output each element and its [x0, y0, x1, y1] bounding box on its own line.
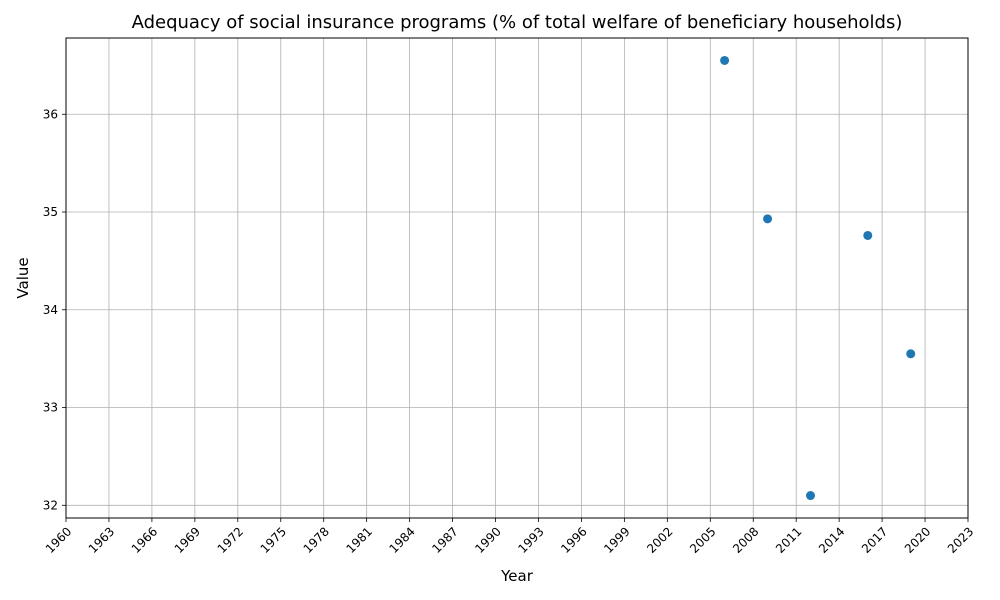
x-tick-label: 1987	[429, 524, 460, 555]
x-tick-label: 1993	[515, 524, 546, 555]
y-tick-label: 36	[43, 107, 58, 121]
x-tick-label: 1960	[43, 524, 74, 555]
x-tick-label: 1996	[558, 524, 589, 555]
x-tick-label: 1972	[215, 524, 246, 555]
x-tick-label: 1978	[301, 524, 332, 555]
x-tick-label: 1999	[601, 524, 632, 555]
grid	[65, 38, 969, 518]
data-point	[906, 349, 916, 359]
y-axis-label: Value	[14, 257, 32, 298]
x-tick-label: 2011	[773, 524, 804, 555]
x-tick-label: 1966	[129, 524, 160, 555]
x-axis: 1960 1963 1966 1969 1972 1975 1978 1981 1984 1987…	[43, 518, 976, 556]
data-point	[806, 491, 816, 501]
x-tick-label: 1963	[86, 524, 117, 555]
x-tick-label: 1990	[472, 524, 503, 555]
x-tick-label: 2017	[859, 524, 890, 555]
y-axis: 32 33 34 35 36	[43, 107, 66, 512]
x-tick-label: 2014	[816, 524, 847, 555]
data-point	[720, 55, 730, 65]
x-tick-label: 2005	[687, 524, 718, 555]
y-tick-label: 32	[43, 498, 58, 512]
x-tick-label: 2002	[644, 524, 675, 555]
y-tick-label: 34	[43, 303, 58, 317]
x-tick-label: 1975	[258, 524, 289, 555]
x-tick-label: 1969	[172, 524, 203, 555]
x-tick-label: 1984	[386, 524, 417, 555]
x-axis-label: Year	[500, 567, 534, 585]
x-tick-label: 2023	[945, 524, 976, 555]
data-point	[863, 230, 873, 240]
plot-area	[65, 37, 969, 519]
chart-title: Adequacy of social insurance programs (%…	[131, 12, 903, 33]
x-tick-label: 2008	[730, 524, 761, 555]
x-tick-label: 2020	[902, 524, 933, 555]
data-points	[720, 55, 916, 501]
x-tick-label: 1981	[344, 524, 375, 555]
data-point	[763, 214, 773, 224]
y-tick-label: 35	[43, 205, 58, 219]
y-tick-label: 33	[43, 401, 58, 415]
